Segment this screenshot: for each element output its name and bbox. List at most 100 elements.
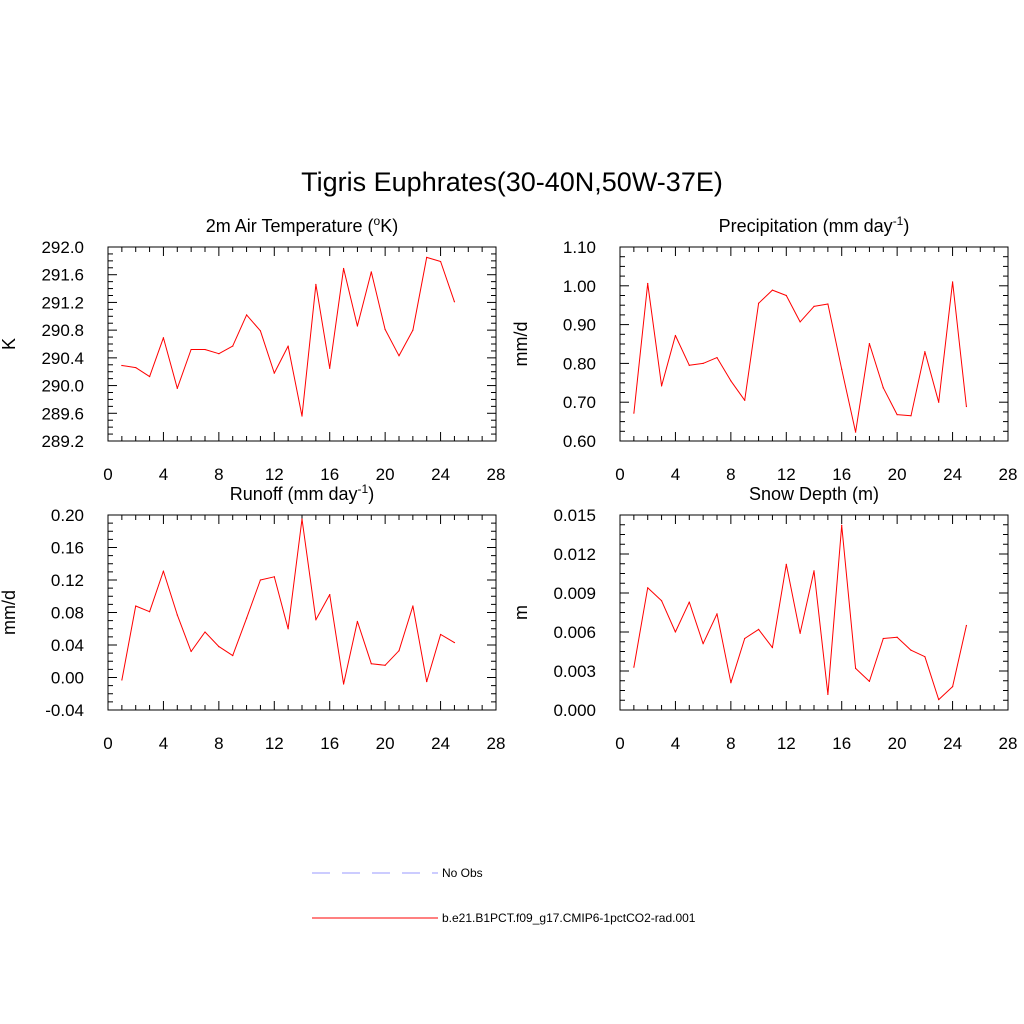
plot-frame <box>107 514 497 711</box>
y-tick-label: 0.12 <box>51 571 84 590</box>
data-point <box>453 641 456 644</box>
data-point <box>771 647 774 649</box>
legend-label: b.e21.B1PCT.f09_g17.CMIP6-1pctCO2-rad.00… <box>442 911 696 925</box>
y-tick-label: 291.2 <box>41 293 84 312</box>
data-point <box>854 431 857 433</box>
data-point <box>730 682 732 684</box>
x-tick-label: 0 <box>615 465 624 484</box>
data-point <box>951 686 954 688</box>
data-point <box>868 680 871 683</box>
x-tick-label: 8 <box>726 465 735 484</box>
x-tick-label: 28 <box>487 465 506 484</box>
data-point <box>412 605 414 607</box>
y-tick-label: 0.80 <box>563 354 596 373</box>
panel-title: 2m Air Temperature (oK) <box>206 214 398 236</box>
data-point <box>702 643 704 645</box>
y-tick-label: 292.0 <box>41 238 84 257</box>
data-point <box>868 343 871 345</box>
data-point <box>135 366 137 369</box>
data-point <box>813 305 815 307</box>
data-point <box>342 267 345 270</box>
panels: 0 4 8 12 16 20 24 28 289.2 289.6 290.0 290.4 290.8 29… <box>0 214 1017 753</box>
y-tick-label: 0.003 <box>553 662 596 681</box>
data-point <box>647 587 649 589</box>
panel-title: Precipitation (mm day-1) <box>719 214 910 236</box>
data-point <box>896 636 898 638</box>
x-tick-label: 8 <box>214 734 223 753</box>
x-tick-label: 0 <box>615 734 624 753</box>
data-point <box>412 329 414 331</box>
x-tick-label: 24 <box>943 734 962 753</box>
data-point <box>370 663 372 665</box>
data-point <box>882 637 884 640</box>
x-tick-label: 16 <box>832 465 851 484</box>
data-point <box>232 345 234 347</box>
y-axis-label: mm/d <box>0 590 19 635</box>
data-point <box>647 282 649 285</box>
data-point <box>162 570 165 572</box>
x-tick-label: 20 <box>888 465 907 484</box>
data-point <box>757 628 760 631</box>
x-tick-label: 4 <box>671 734 680 753</box>
y-axis-label: m <box>511 605 531 620</box>
data-point <box>148 375 151 378</box>
data-point <box>785 563 787 566</box>
data-point <box>757 302 760 304</box>
axis-ticks <box>619 514 1009 711</box>
legend-label: No Obs <box>442 866 483 880</box>
data-point <box>951 281 954 283</box>
series-line <box>121 256 455 417</box>
x-tick-label: 24 <box>431 734 450 753</box>
data-point <box>660 600 663 602</box>
x-tick-label: 0 <box>103 465 112 484</box>
data-point <box>827 693 829 696</box>
y-tick-label: 1.00 <box>563 277 596 296</box>
data-point <box>245 314 248 316</box>
data-point <box>910 649 912 651</box>
x-tick-label: 24 <box>943 465 962 484</box>
data-point <box>426 256 428 258</box>
data-point <box>426 680 428 683</box>
y-tick-label: 0.04 <box>51 636 84 655</box>
data-point <box>204 631 206 633</box>
data-point <box>218 646 220 648</box>
y-tick-label: 0.08 <box>51 604 84 623</box>
y-tick-label: 289.6 <box>41 404 84 423</box>
y-tick-label: 0.015 <box>553 506 596 525</box>
y-tick-label: 0.70 <box>563 393 596 412</box>
x-tick-label: 12 <box>777 465 796 484</box>
data-point <box>356 620 359 623</box>
data-point <box>384 664 386 666</box>
data-point <box>453 301 456 303</box>
data-point <box>716 356 718 359</box>
data-point <box>398 355 400 357</box>
chart-panel-3: 0 4 8 12 16 20 24 28 -0.04 0.00 0.04 0.08 0.12 0.16 0.… <box>0 482 505 753</box>
data-point <box>232 654 234 657</box>
data-point <box>329 594 331 596</box>
data-point <box>218 353 220 355</box>
plot-frame <box>619 514 1009 711</box>
data-point <box>813 570 815 572</box>
data-point <box>716 613 718 615</box>
y-axis-label: K <box>0 338 19 350</box>
data-point <box>785 294 787 297</box>
x-tick-label: 8 <box>726 734 735 753</box>
axis-ticks <box>619 246 1009 442</box>
y-tick-label: 0.20 <box>51 506 84 525</box>
data-point <box>938 699 940 701</box>
data-point <box>633 666 635 668</box>
data-point <box>841 524 843 527</box>
panel-title: Snow Depth (m) <box>749 484 879 504</box>
data-point <box>245 617 248 619</box>
y-tick-label: 289.2 <box>41 432 84 451</box>
data-point <box>799 321 801 323</box>
x-tick-label: 4 <box>159 734 168 753</box>
x-tick-label: 12 <box>265 465 284 484</box>
panel-title: Runoff (mm day-1) <box>230 482 374 504</box>
data-point <box>910 415 912 417</box>
data-point <box>259 330 262 332</box>
chart-panel-1: 0 4 8 12 16 20 24 28 289.2 289.6 290.0 290.4 290.8 29… <box>0 214 505 484</box>
data-point <box>259 579 262 581</box>
plot-frame <box>619 246 1009 442</box>
chart-panel-2: 0 4 8 12 16 20 24 28 0.60 0.70 0.80 0.90 1.00 1.10 mm/… <box>511 214 1017 484</box>
